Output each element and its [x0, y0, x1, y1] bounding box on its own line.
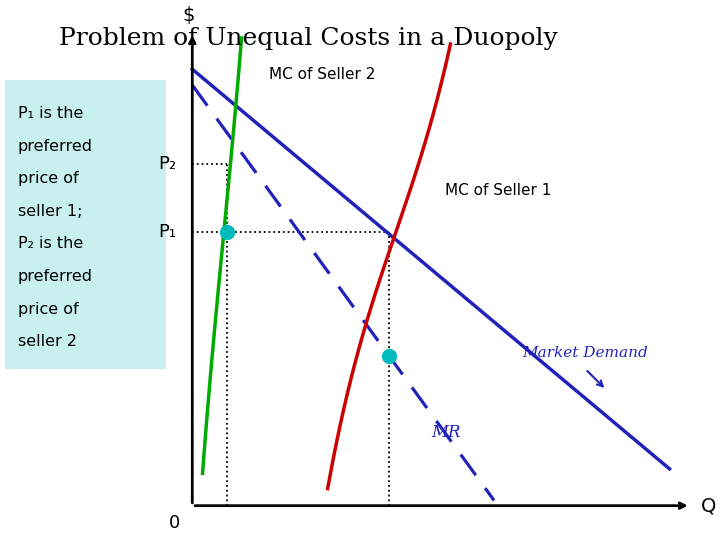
Text: Problem of Unequal Costs in a Duopoly: Problem of Unequal Costs in a Duopoly — [59, 27, 558, 50]
Text: MR: MR — [431, 423, 460, 441]
Text: P₁ is the: P₁ is the — [17, 106, 83, 121]
Text: price of: price of — [17, 171, 78, 186]
Bar — [5, 80, 166, 369]
Text: MC of Seller 1: MC of Seller 1 — [445, 183, 552, 198]
Text: 0: 0 — [169, 514, 180, 531]
Text: P₂: P₂ — [158, 155, 177, 173]
Text: price of: price of — [17, 302, 78, 316]
Text: $: $ — [183, 5, 195, 24]
Text: P₂ is the: P₂ is the — [17, 237, 83, 252]
Text: preferred: preferred — [17, 269, 92, 284]
Text: preferred: preferred — [17, 139, 92, 154]
Text: P₁: P₁ — [158, 223, 177, 241]
Text: Q: Q — [701, 496, 716, 515]
Text: seller 2: seller 2 — [17, 334, 76, 349]
Text: Market Demand: Market Demand — [523, 346, 648, 360]
Text: MC of Seller 2: MC of Seller 2 — [269, 67, 376, 82]
Text: seller 1;: seller 1; — [17, 204, 82, 219]
